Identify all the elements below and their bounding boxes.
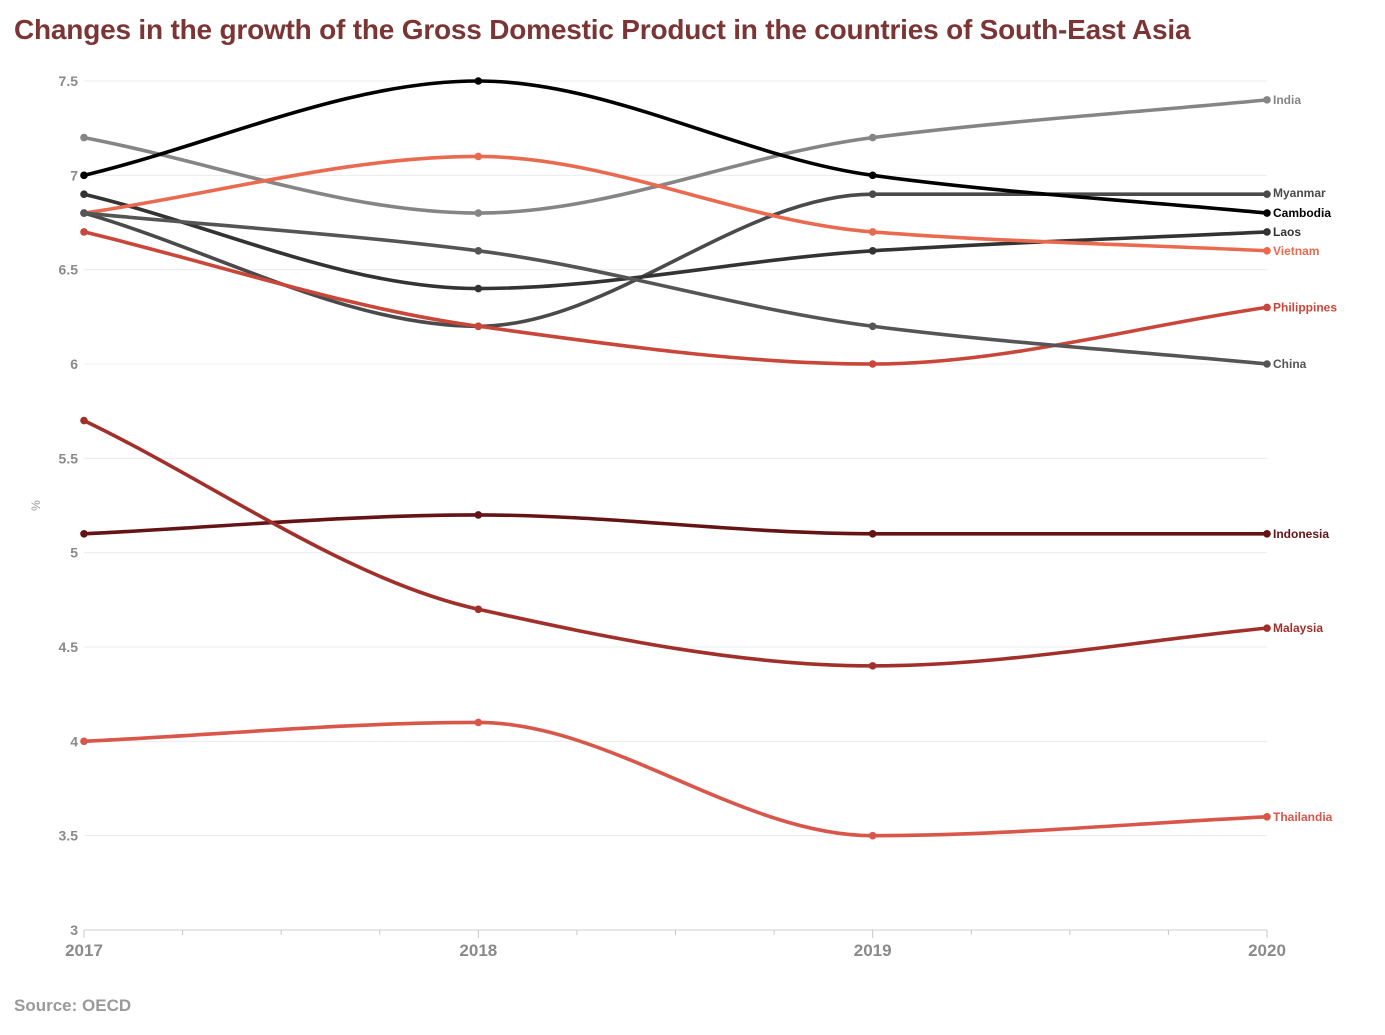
series-myanmar (80, 190, 1271, 331)
data-point-indonesia (868, 530, 877, 538)
end-label-cambodia: Cambodia (1273, 206, 1331, 220)
data-point-china (80, 209, 88, 217)
y-tick-label: 3 (70, 922, 78, 938)
data-point-indonesia (474, 511, 483, 519)
series-thailandia (80, 718, 1271, 840)
data-point-thailandia (474, 718, 483, 727)
data-point-china (868, 322, 877, 331)
series-line-vietnam (82, 154, 1269, 253)
y-tick-label: 4 (70, 733, 78, 749)
y-tick-label: 5 (70, 545, 78, 561)
data-point-china (1263, 360, 1271, 368)
series-cambodia (80, 77, 1271, 217)
data-point-india (868, 133, 877, 142)
data-point-cambodia (80, 171, 88, 180)
data-point-india (474, 209, 483, 217)
y-tick-label: 5.5 (59, 450, 79, 466)
data-point-cambodia (474, 77, 483, 85)
data-point-thailandia (1263, 813, 1271, 821)
data-point-china (474, 247, 483, 255)
series-line-philippines (82, 230, 1269, 366)
series-india (80, 96, 1271, 217)
data-point-malaysia (474, 605, 483, 614)
data-point-laos (474, 284, 483, 293)
x-axis-minor-ticks (83, 930, 1268, 938)
y-axis-ticks: 3 3.5 4 4.5 5 5.5 6 6.5 7 7.5 (59, 73, 79, 938)
x-tick-label: 2017 (65, 941, 103, 960)
end-label-malaysia: Malaysia (1273, 621, 1323, 635)
y-axis-label: % (29, 500, 43, 511)
data-point-vietnam (868, 228, 877, 236)
series-line-myanmar (82, 192, 1269, 329)
x-tick-label: 2019 (854, 941, 892, 960)
end-label-indonesia: Indonesia (1273, 527, 1329, 541)
data-point-thailandia (80, 737, 88, 746)
data-point-laos (1263, 228, 1271, 236)
x-tick-label: 2020 (1248, 941, 1286, 960)
series-philippines (80, 228, 1271, 368)
data-point-vietnam (1263, 247, 1271, 255)
y-tick-label: 6.5 (59, 262, 79, 278)
series-line-indonesia (82, 513, 1269, 536)
data-point-malaysia (80, 416, 88, 425)
end-label-laos: Laos (1273, 225, 1301, 239)
data-point-cambodia (868, 171, 877, 180)
series-line-india (82, 98, 1269, 215)
series-vietnam (80, 152, 1271, 255)
data-point-philippines (868, 360, 877, 368)
end-label-thailandia: Thailandia (1273, 810, 1333, 824)
data-point-vietnam (474, 152, 483, 161)
data-point-philippines (474, 322, 483, 331)
data-point-philippines (1263, 303, 1271, 312)
y-tick-label: 3.5 (59, 828, 79, 844)
series-lines (80, 77, 1271, 840)
data-point-myanmar (868, 190, 877, 198)
chart-title: Changes in the growth of the Gross Domes… (14, 14, 1191, 45)
series-line-thailandia (82, 720, 1269, 838)
source-note: Source: OECD (14, 996, 132, 1015)
data-point-indonesia (80, 530, 88, 538)
data-point-indonesia (1263, 530, 1271, 538)
series-line-malaysia (82, 418, 1269, 668)
end-label-vietnam: Vietnam (1273, 244, 1319, 258)
data-point-malaysia (868, 662, 877, 670)
x-axis-ticks: 2017 2018 2019 2020 (65, 941, 1286, 960)
x-tick-label: 2018 (459, 941, 497, 960)
data-point-philippines (80, 228, 88, 236)
data-point-cambodia (1263, 209, 1271, 217)
y-tick-label: 7.5 (59, 73, 79, 89)
y-tick-label: 7 (70, 167, 78, 183)
data-point-thailandia (868, 831, 877, 840)
series-end-labels: India Myanmar Cambodia Laos Vietnam Philippin… (1273, 93, 1337, 824)
data-point-laos (868, 247, 877, 255)
series-laos (80, 190, 1271, 293)
series-line-china (82, 211, 1269, 366)
end-label-china: China (1273, 357, 1307, 371)
y-tick-label: 4.5 (59, 639, 79, 655)
y-tick-label: 6 (70, 356, 78, 372)
end-label-myanmar: Myanmar (1273, 186, 1326, 200)
data-point-laos (80, 190, 88, 198)
data-point-india (80, 133, 88, 142)
end-label-philippines: Philippines (1273, 300, 1337, 314)
end-label-india: India (1273, 93, 1301, 107)
data-point-myanmar (1263, 190, 1271, 198)
series-china (80, 209, 1271, 368)
series-indonesia (80, 511, 1271, 538)
gridlines (84, 80, 1267, 931)
series-malaysia (80, 416, 1271, 670)
series-line-cambodia (82, 79, 1269, 215)
series-line-laos (82, 192, 1269, 291)
data-point-malaysia (1263, 624, 1271, 632)
data-point-india (1263, 96, 1271, 104)
